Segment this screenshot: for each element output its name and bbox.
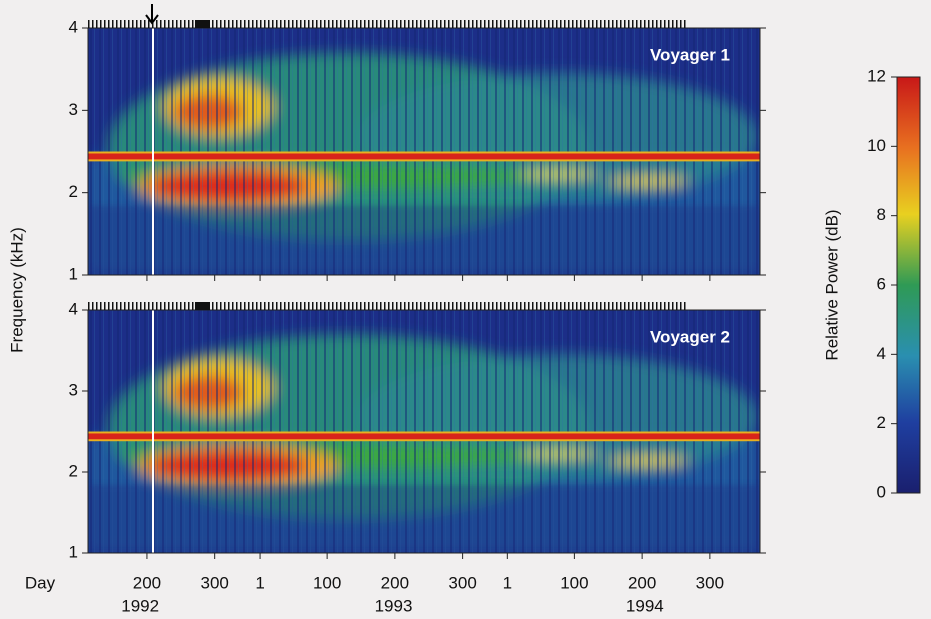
y-tick-label: 3 (69, 100, 78, 119)
x-tick-label: 100 (313, 573, 341, 592)
y-tick-label: 1 (69, 542, 78, 561)
panel: Voyager 2 1 2 3 4 (69, 299, 766, 561)
x-tick-label: 200 (381, 573, 409, 592)
x-tick-label: 300 (696, 573, 724, 592)
x-tick-label: 1 (503, 573, 512, 592)
colorbar-tick-label: 12 (867, 66, 886, 85)
x-tick-label: 100 (560, 573, 588, 592)
colorbar-label: Relative Power (dB) (822, 209, 841, 360)
spectrogram (88, 28, 760, 275)
colorbar-tick-label: 4 (877, 344, 886, 363)
panel: Voyager 1 1 2 3 4 (69, 17, 766, 283)
x-tick-label: 200 (628, 573, 656, 592)
x-tick-label: 300 (448, 573, 476, 592)
colorbar-tick-label: 0 (877, 482, 886, 501)
y-tick-label: 4 (69, 17, 78, 36)
colorbar (896, 76, 921, 494)
colorbar-tick-label: 2 (877, 413, 886, 432)
y-tick-label: 3 (69, 380, 78, 399)
colorbar-tick-label: 8 (877, 205, 886, 224)
time-marker (195, 20, 210, 28)
x-tick-label: 1 (255, 573, 264, 592)
y-axis-label: Frequency (kHz) (7, 227, 26, 353)
y-tick-label: 2 (69, 461, 78, 480)
y-tick-label: 2 (69, 182, 78, 201)
panel-label: Voyager 2 (650, 327, 730, 346)
time-ticks (88, 302, 688, 310)
year-label: 1994 (626, 596, 664, 615)
y-tick-label: 1 (69, 264, 78, 283)
x-tick-label: 200 (133, 573, 161, 592)
time-marker (195, 302, 210, 310)
colorbar-tick-label: 10 (867, 136, 886, 155)
year-label: 1992 (121, 596, 159, 615)
time-ticks (88, 20, 688, 28)
x-axis-label: Day (25, 573, 56, 592)
year-label: 1993 (375, 596, 413, 615)
y-tick-label: 4 (69, 299, 78, 318)
arrow (145, 4, 159, 25)
panel-label: Voyager 1 (650, 45, 730, 64)
x-tick-label: 300 (200, 573, 228, 592)
colorbar-tick-label: 6 (877, 274, 886, 293)
